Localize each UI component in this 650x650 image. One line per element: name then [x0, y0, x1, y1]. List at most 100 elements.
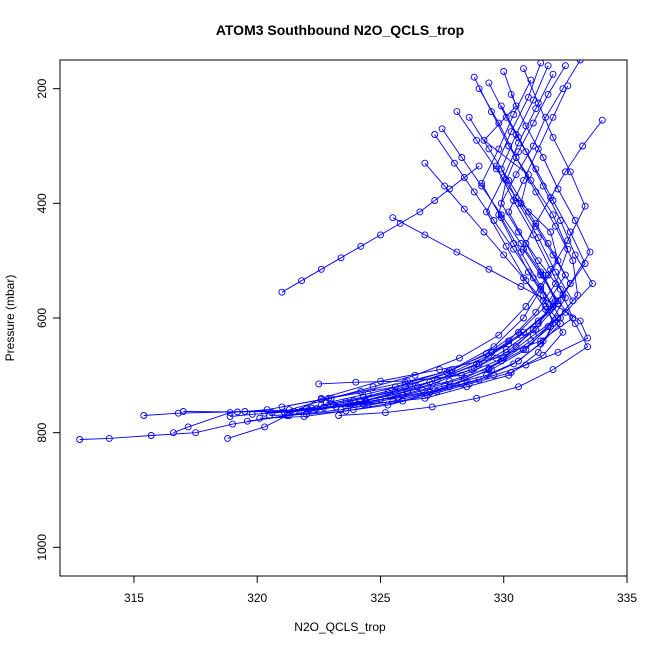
- data-point: [285, 412, 293, 419]
- data-point: [317, 401, 325, 409]
- data-point: [473, 360, 481, 368]
- data-point: [586, 248, 594, 256]
- data-point: [226, 409, 234, 417]
- data-point: [352, 378, 360, 386]
- series-line: [271, 105, 586, 414]
- data-point: [549, 300, 557, 308]
- data-point: [517, 248, 525, 256]
- data-point: [579, 142, 587, 150]
- data-point: [549, 133, 557, 141]
- data-point: [453, 108, 461, 116]
- data-point: [349, 397, 357, 405]
- data-point: [330, 401, 338, 409]
- data-point: [261, 409, 269, 417]
- data-point: [147, 432, 155, 439]
- data-point: [576, 60, 584, 64]
- data-point: [566, 168, 574, 176]
- data-point: [522, 240, 530, 247]
- data-point: [510, 245, 518, 253]
- data-point: [446, 185, 453, 193]
- data-point: [522, 122, 530, 130]
- data-point: [226, 413, 234, 421]
- data-point: [426, 387, 434, 395]
- series-line: [247, 162, 561, 422]
- data-point: [534, 234, 542, 242]
- data-point: [490, 371, 498, 379]
- data-point: [549, 211, 557, 219]
- data-point: [480, 136, 488, 144]
- data-point: [539, 297, 547, 305]
- data-point: [443, 369, 451, 376]
- data-point: [248, 410, 256, 418]
- data-point: [559, 328, 567, 336]
- data-point: [512, 154, 520, 161]
- data-point: [566, 228, 574, 236]
- data-point: [520, 65, 527, 73]
- data-point: [502, 242, 510, 250]
- data-point: [559, 85, 567, 93]
- data-point: [517, 283, 525, 290]
- data-point: [512, 171, 520, 179]
- data-point: [357, 387, 365, 395]
- data-point: [280, 408, 288, 416]
- data-point: [539, 337, 547, 345]
- data-point: [520, 314, 527, 322]
- data-point: [483, 371, 490, 379]
- data-point: [278, 288, 286, 296]
- x-tick-label: 315: [124, 591, 144, 605]
- data-point: [473, 394, 481, 402]
- data-point: [453, 248, 461, 256]
- data-point: [544, 90, 552, 98]
- data-point: [515, 148, 522, 156]
- data-point: [315, 380, 323, 388]
- data-point: [549, 366, 557, 374]
- data-point: [544, 62, 552, 70]
- data-point: [480, 228, 488, 236]
- data-point: [549, 113, 557, 121]
- data-point: [524, 208, 532, 216]
- data-point: [517, 240, 525, 247]
- series-line: [316, 79, 561, 410]
- y-tick-label: 400: [35, 193, 49, 213]
- data-point: [561, 62, 569, 70]
- plot-area: [76, 60, 606, 443]
- data-point: [549, 70, 557, 78]
- data-point: [497, 165, 505, 173]
- data-point: [564, 237, 572, 245]
- data-point: [507, 90, 515, 98]
- data-point: [539, 271, 547, 279]
- data-point: [515, 383, 522, 391]
- series-line: [321, 117, 566, 406]
- data-point: [571, 251, 579, 259]
- data-point: [556, 217, 564, 224]
- series-line: [269, 74, 564, 416]
- data-point: [512, 131, 520, 138]
- data-point: [179, 408, 187, 415]
- data-point: [524, 268, 532, 276]
- data-point: [505, 176, 513, 184]
- data-point: [544, 240, 552, 247]
- data-point: [552, 222, 559, 230]
- data-point: [532, 105, 540, 113]
- x-axis-label: N2O_QCLS_trop: [294, 620, 386, 634]
- data-point: [485, 265, 493, 273]
- data-point: [534, 99, 542, 107]
- data-point: [483, 350, 490, 357]
- data-point: [485, 145, 493, 153]
- data-point: [561, 271, 569, 279]
- data-point: [561, 168, 569, 176]
- data-point: [421, 159, 429, 167]
- data-point: [401, 383, 409, 391]
- y-tick-label: 800: [35, 422, 49, 442]
- data-point: [485, 365, 493, 372]
- data-point: [458, 154, 466, 161]
- chart-title: ATOM3 Southbound N2O_QCLS_trop: [216, 22, 464, 38]
- data-point: [520, 346, 527, 353]
- data-point: [500, 251, 508, 259]
- data-point: [566, 280, 574, 288]
- data-point: [529, 119, 537, 127]
- data-point: [505, 208, 513, 216]
- data-point: [369, 383, 377, 391]
- data-point: [581, 202, 589, 210]
